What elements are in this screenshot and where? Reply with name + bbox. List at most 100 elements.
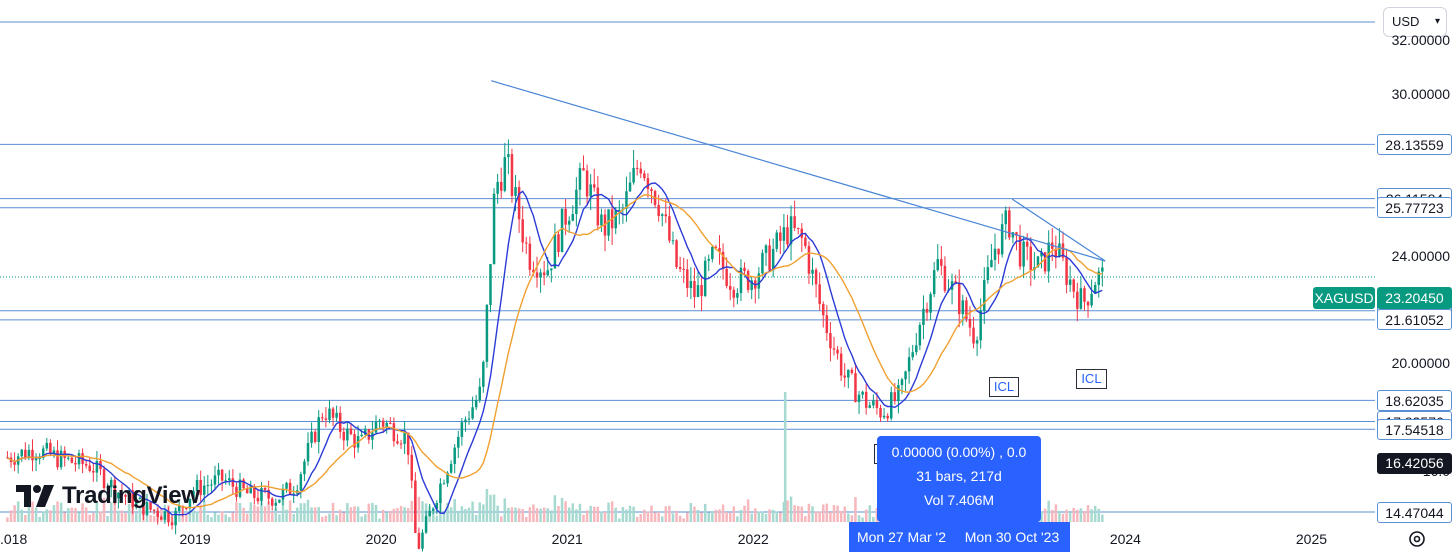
volume-bar [657,511,660,522]
candle-body [807,246,811,274]
trend-line [1011,198,1106,262]
volume-bar [242,507,245,522]
candle-body [739,267,743,294]
candle-body [915,345,918,353]
candle-body [210,484,213,486]
candle-body [267,489,270,499]
candle-body [31,449,34,461]
volume-bar [575,509,578,522]
volume-bar [267,501,270,522]
price-tick-label: 24.00000 [1391,247,1450,264]
candle-body [135,499,138,508]
candle-body [585,170,589,197]
volume-bar [138,505,142,522]
candle-body [1058,243,1061,257]
candle-body [582,168,585,171]
candle-body [718,248,721,252]
candle-body [41,448,45,459]
candle-body [1065,257,1068,285]
volume-bar [843,506,846,522]
time-tick-label: 2020 [365,531,397,547]
time-tick-label: 2021 [551,531,583,547]
volume-bar [521,509,524,522]
candle-body [378,420,381,422]
candle-body [897,385,900,402]
volume-bar [399,505,403,522]
candle-body [56,450,59,468]
candle-body [922,308,925,325]
volume-bar [589,505,592,522]
volume-bar [385,512,388,522]
volume-bar [582,514,585,522]
volume-bar [628,505,632,522]
volume-bar [696,509,700,522]
volume-bar [510,507,514,522]
volume-bar [621,507,625,522]
volume-bar [836,505,839,522]
volume-bar [678,515,682,522]
candle-body [918,324,922,346]
currency-selector[interactable]: USD ▾ [1383,7,1447,37]
candle-body [886,415,889,419]
volume-bar [74,508,77,522]
candle-body [829,333,832,349]
candle-body [417,532,421,549]
candle-body [217,469,220,476]
volume-bar [56,501,59,522]
volume-bar [682,518,685,522]
candle-body [965,300,968,319]
volume-bar [367,503,371,522]
volume-bar [95,502,99,522]
candle-body [499,181,503,191]
candle-body [632,167,635,183]
level-badge: 21.61052 [1377,309,1452,331]
candle-body [460,422,464,437]
volume-bar [732,506,736,522]
volume-bar [686,512,689,522]
candle-body [639,168,643,174]
volume-bar [467,507,471,522]
volume-bar [113,499,117,522]
volume-bar [847,513,850,522]
candle-body [331,408,335,418]
tradingview-logo[interactable]: TradingView [16,482,200,510]
candle-body [492,193,496,265]
candle-body [650,189,653,191]
volume-bar [854,497,857,522]
volume-bar [27,503,31,522]
volume-bar [446,502,449,522]
settings-icon[interactable] [1408,530,1426,548]
volume-bar [228,517,231,522]
candle-body [793,216,796,228]
candle-body [1000,224,1004,255]
icl-label[interactable]: ICL [988,376,1020,397]
volume-bar [492,494,496,522]
candle-body [714,246,718,249]
candle-body [532,269,535,273]
icl-label[interactable]: ICL [1076,368,1107,389]
candle-body [1093,284,1097,294]
candle-body [832,348,836,350]
candle-body [528,243,532,270]
volume-bar [600,511,603,522]
volume-bar [356,506,360,522]
volume-bar [199,504,202,522]
candle-body [127,490,131,497]
candle-body [1079,288,1083,309]
volume-bar [553,495,557,522]
candle-body [335,412,338,418]
candle-body [88,465,91,471]
volume-bar [650,505,653,522]
volume-bar [653,512,657,522]
candle-body [750,280,753,290]
volume-bar [328,513,331,522]
volume-bar [768,509,771,522]
volume-bar [499,516,503,522]
volume-bar [253,505,256,522]
volume-bar [185,514,188,522]
candle-body [199,479,202,495]
candle-body [1008,210,1011,238]
volume-bar [457,510,460,522]
